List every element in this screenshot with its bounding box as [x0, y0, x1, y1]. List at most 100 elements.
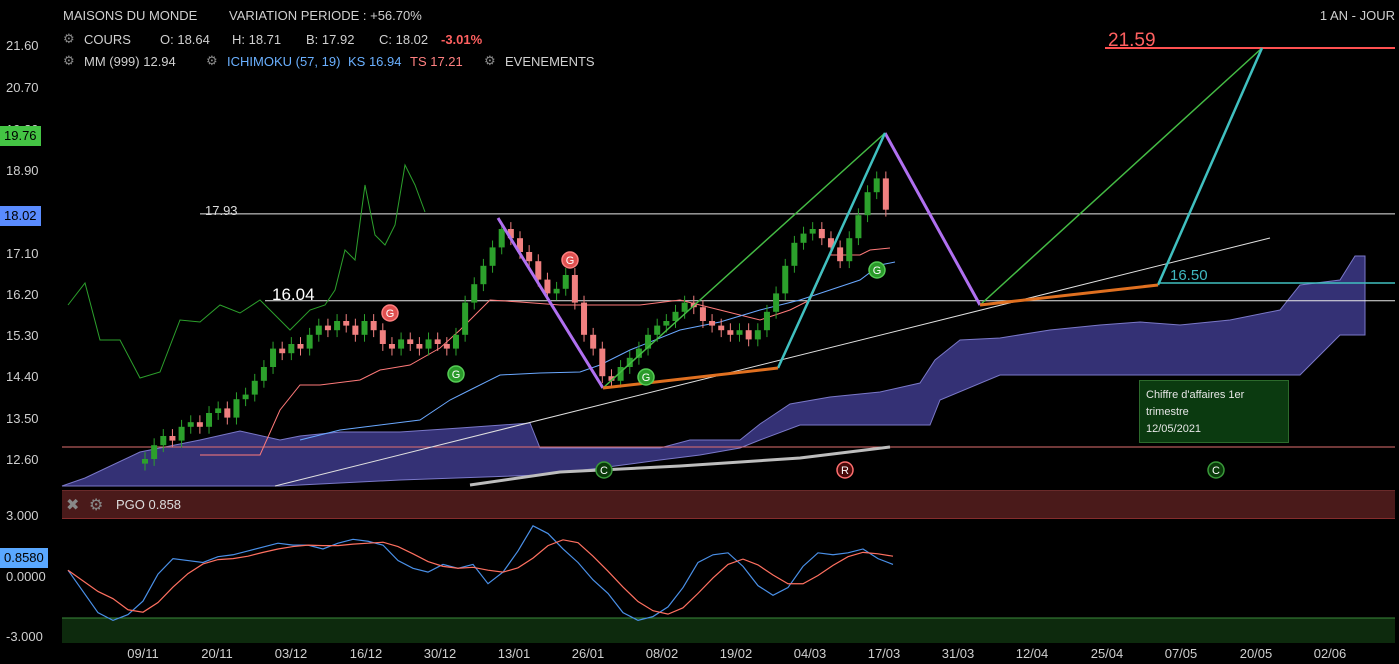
candle-body [288, 344, 295, 354]
green-level-badge: 19.76 [0, 126, 41, 146]
events-toggle[interactable]: EVENEMENTS [505, 54, 595, 69]
candle-body [745, 330, 752, 340]
y-tick: 17.10 [6, 246, 39, 261]
osc-bottom-tick: -3.000 [6, 629, 43, 644]
x-tick-label: 02/06 [1313, 646, 1347, 661]
moving-average-line [469, 445, 891, 487]
candle-body [882, 178, 889, 210]
gear-icon[interactable]: ⚙ [89, 497, 104, 514]
candle-body [590, 334, 597, 349]
gear-icon[interactable]: ⚙ [484, 53, 496, 68]
y-tick: 14.40 [6, 369, 39, 384]
close-icon[interactable]: ✖ [66, 497, 80, 514]
candle-body [681, 302, 688, 312]
candle-body [434, 339, 441, 344]
candle-body [718, 325, 725, 331]
osc-value-badge: 0.8580 [0, 548, 48, 568]
candle-body [535, 261, 542, 280]
purple-leg [496, 217, 605, 389]
candle-body [260, 367, 267, 381]
info-date: 12/05/2021 [1146, 423, 1202, 435]
candle-body [361, 321, 368, 335]
candle-body [169, 436, 176, 441]
candle-body [334, 321, 341, 331]
ichimoku-cloud [61, 255, 1366, 487]
y-tick: 16.20 [6, 287, 39, 302]
candle-body [206, 413, 213, 427]
candle-body [526, 252, 533, 262]
candle-body [507, 229, 514, 239]
candle-body [480, 265, 487, 285]
mm-indicator: MM (999) 12.94 [84, 54, 176, 69]
candle-body [452, 334, 459, 349]
g-sell-marker [381, 304, 399, 322]
period-selector[interactable]: 1 AN - JOUR [1319, 8, 1395, 23]
candle-body [306, 334, 313, 349]
x-tick-label: 07/05 [1164, 646, 1198, 661]
candle-body [187, 422, 194, 427]
x-tick-label: 16/12 [349, 646, 383, 661]
g-buy-marker [637, 368, 655, 386]
candle-body [617, 367, 624, 381]
resistance-label: 17.93 [205, 203, 238, 218]
candle-body [654, 325, 661, 335]
y-tick: 21.60 [6, 38, 39, 53]
candle-body [343, 321, 350, 326]
candle-body [297, 344, 304, 349]
candle-body [178, 426, 185, 441]
chikou-line [67, 163, 426, 379]
x-tick-label: 09/11 [127, 646, 159, 661]
candle-body [196, 422, 203, 427]
candle-body [279, 348, 286, 354]
target-label: 21.59 [1108, 30, 1156, 51]
candle-body [699, 307, 706, 321]
x-tick-label: 30/12 [423, 646, 457, 661]
candle-body [544, 279, 551, 294]
candle-body [233, 399, 240, 418]
x-tick-label: 25/04 [1090, 646, 1124, 661]
candlesticks [142, 171, 889, 471]
osc-slow-line [67, 539, 894, 615]
candle-body [635, 348, 642, 358]
x-tick-label: 19/02 [719, 646, 753, 661]
price-chart[interactable]: G G G G G C R C [0, 0, 1399, 490]
support-label: 16.04 [272, 285, 315, 304]
candle-body [215, 408, 222, 413]
gear-icon[interactable]: ⚙ [63, 53, 75, 68]
candle-body [727, 330, 734, 335]
candle-body [827, 238, 834, 248]
candle-body [443, 344, 450, 349]
y-tick: 12.60 [6, 452, 39, 467]
oscillator-chart[interactable] [0, 518, 1399, 658]
gear-icon[interactable]: ⚙ [206, 53, 218, 68]
g-buy-marker-letter: G [873, 265, 882, 277]
candle-body [142, 459, 148, 464]
cours-label: COURS [84, 32, 131, 47]
x-tick-label: 17/03 [867, 646, 901, 661]
gear-icon[interactable]: ⚙ [63, 31, 75, 46]
candle-body [763, 311, 770, 331]
cloud-area [61, 255, 1366, 487]
g-sell-marker-letter: G [386, 308, 395, 320]
g-buy-marker [447, 365, 465, 383]
candle-body [709, 321, 716, 326]
candle-body [370, 321, 377, 331]
x-tick-label: 12/04 [1015, 646, 1049, 661]
x-tick-label: 13/01 [497, 646, 531, 661]
candle-body [489, 247, 496, 266]
candle-body [224, 408, 231, 418]
candle-body [242, 394, 249, 400]
cyan-leg [776, 132, 887, 369]
event-c-marker [595, 461, 613, 479]
x-tick-label: 08/02 [645, 646, 679, 661]
candle-body [407, 339, 414, 344]
close-value: C: 18.02 [379, 32, 429, 47]
candle-body [517, 238, 523, 252]
candle-body [864, 192, 871, 216]
g-sell-marker-letter: G [566, 255, 575, 267]
candle-body [553, 288, 560, 294]
candle-body [151, 445, 158, 459]
candle-body [416, 344, 423, 349]
x-tick-label: 20/05 [1239, 646, 1273, 661]
trend-line [274, 237, 1271, 487]
